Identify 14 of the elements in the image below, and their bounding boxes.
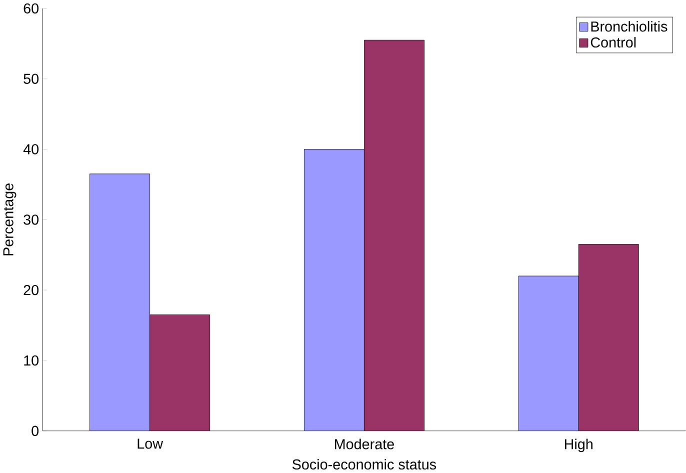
y-tick-label: 10 — [24, 355, 39, 366]
y-tick-label: 40 — [23, 144, 39, 154]
legend-label: Control — [590, 37, 636, 48]
y-tick-label: 0 — [32, 426, 39, 436]
y-tick-label: 50 — [24, 74, 39, 84]
legend-label: Bronchiolitis — [591, 21, 668, 32]
y-axis-title: Percentage — [3, 184, 16, 256]
y-tick-label: 20 — [24, 285, 39, 296]
x-tick-label: Low — [138, 438, 164, 449]
y-tick-label: 30 — [24, 214, 39, 225]
x-axis-title: Socio-economic status — [292, 459, 436, 470]
y-tick-label: 60 — [24, 3, 39, 14]
x-tick-label: High — [564, 438, 592, 452]
x-tick-label: Moderate — [334, 438, 394, 450]
